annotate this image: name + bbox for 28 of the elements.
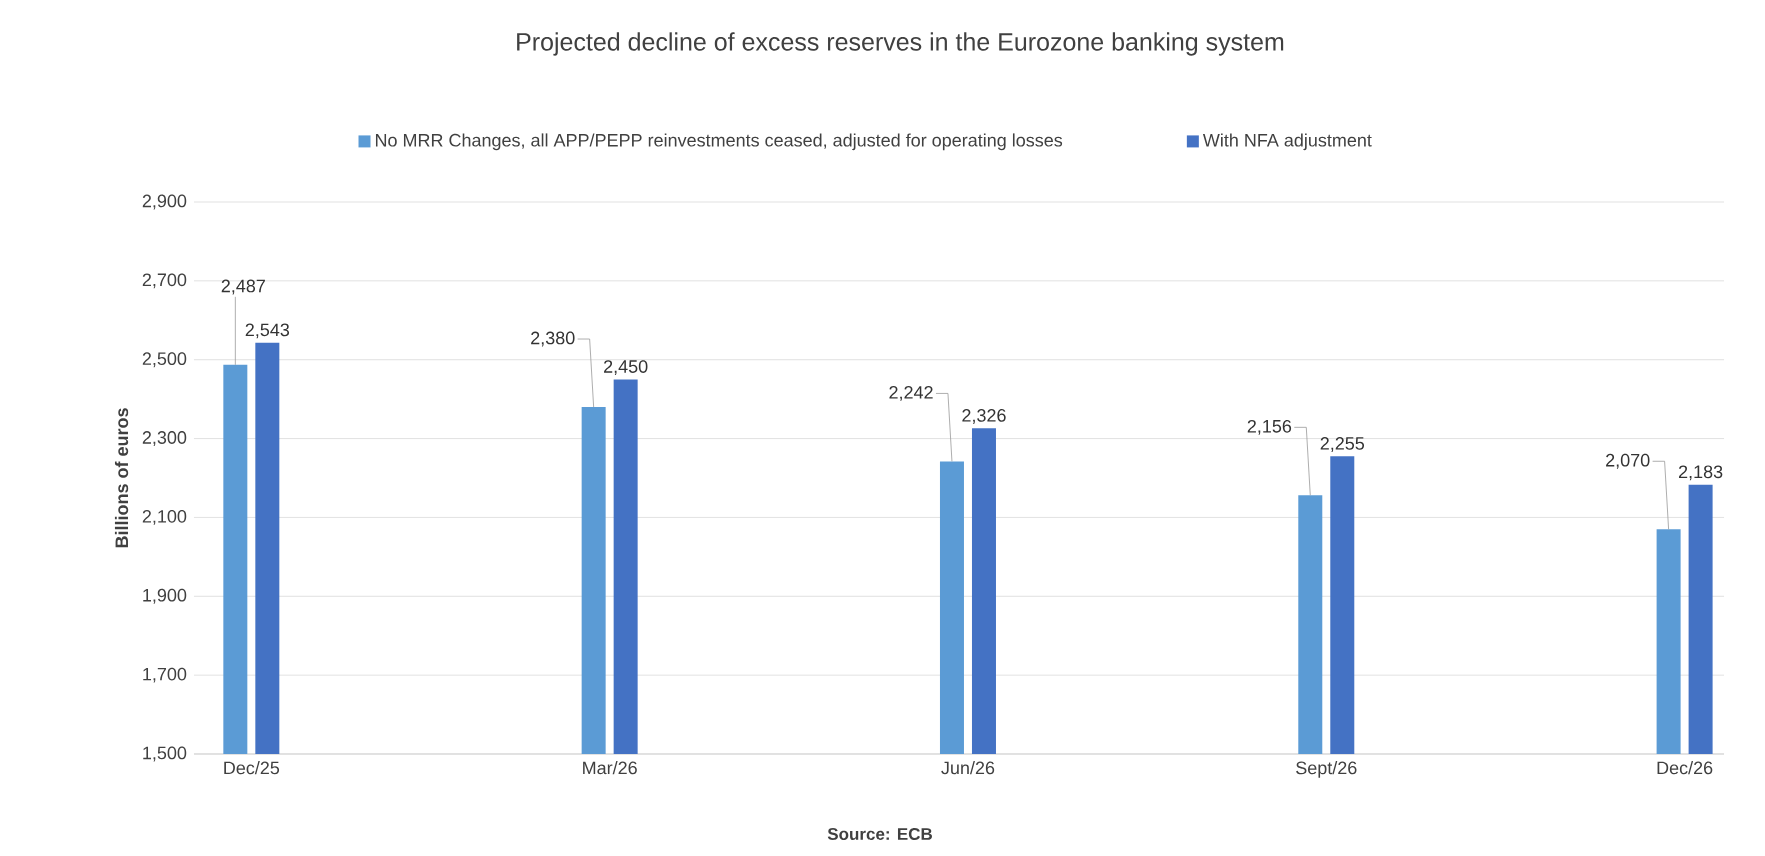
data-label: 2,156	[1247, 419, 1292, 435]
data-label: 2,255	[1320, 437, 1365, 452]
x-tick-label: Dec/25	[224, 761, 280, 775]
y-tick-label: 2,300	[142, 431, 187, 446]
source-note: Source: ECB	[827, 827, 932, 841]
y-tick-label: 1,700	[143, 667, 187, 683]
data-label: 2,543	[245, 323, 290, 339]
y-tick-label: 2,500	[142, 352, 187, 368]
data-label: 2,450	[604, 360, 648, 376]
data-label: 2,242	[889, 385, 933, 401]
data-label: 2,326	[962, 409, 1006, 424]
y-tick-label: 2,100	[142, 509, 187, 525]
legend-label: With NFA adjustment	[1202, 133, 1372, 151]
data-label: 2,487	[221, 279, 265, 295]
x-tick-label: Mar/26	[583, 761, 637, 775]
legend-label: No MRR Changes, all APP/PEPP reinvestments ceased, adjusted for operating losses	[375, 133, 1063, 151]
data-label: 2,183	[1678, 465, 1723, 481]
data-label: 2,070	[1606, 453, 1650, 469]
y-tick-label: 2,700	[142, 273, 187, 289]
data-label: 2,380	[531, 331, 575, 347]
y-tick-label: 2,900	[142, 194, 187, 210]
x-tick-label: Sept/26	[1296, 761, 1357, 778]
chart-title: Projected decline of excess reserves in the Eurozone banking system	[517, 32, 1284, 56]
y-tick-label: 1,500	[143, 746, 187, 762]
y-tick-label: 1,900	[143, 588, 187, 604]
x-tick-label: Dec/26	[1657, 761, 1713, 775]
y-axis-title: Billions of euros	[114, 408, 129, 548]
x-tick-label: Jun/26	[941, 761, 995, 775]
